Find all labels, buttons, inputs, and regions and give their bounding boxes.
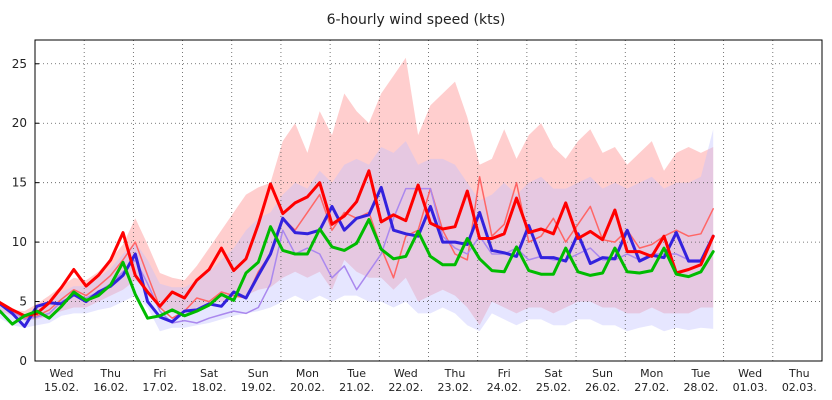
series-line-4 bbox=[0, 169, 715, 318]
x-tick-day: Wed bbox=[738, 367, 762, 380]
series-line-5 bbox=[0, 218, 715, 326]
x-tick-date: 22.02. bbox=[388, 381, 423, 394]
x-tick-date: 24.02. bbox=[487, 381, 522, 394]
x-tick-day: Mon bbox=[296, 367, 319, 380]
x-tick-day: Tue bbox=[346, 367, 366, 380]
x-tick-date: 16.02. bbox=[93, 381, 128, 394]
x-tick-day: Fri bbox=[153, 367, 166, 380]
x-tick-date: 19.02. bbox=[241, 381, 276, 394]
x-tick-day: Sat bbox=[200, 367, 219, 380]
x-tick-day: Sat bbox=[544, 367, 563, 380]
grid-lines bbox=[35, 40, 822, 361]
x-tick-day: Wed bbox=[50, 367, 74, 380]
x-tick-date: 23.02. bbox=[438, 381, 473, 394]
ensemble-band-2 bbox=[0, 129, 714, 332]
series-lines bbox=[0, 169, 715, 328]
x-tick-day: Mon bbox=[640, 367, 663, 380]
y-tick-label: 15 bbox=[12, 176, 27, 190]
x-tick-date: 21.02. bbox=[339, 381, 374, 394]
x-tick-day: Thu bbox=[788, 367, 810, 380]
x-tick-date: 18.02. bbox=[192, 381, 227, 394]
x-tick-date: 27.02. bbox=[634, 381, 669, 394]
x-axis-ticks: Wed15.02.Thu16.02.Fri17.02.Sat18.02.Sun1… bbox=[44, 367, 817, 394]
series-line-1 bbox=[0, 175, 714, 319]
x-tick-day: Sun bbox=[592, 367, 613, 380]
x-tick-day: Fri bbox=[498, 367, 511, 380]
x-tick-date: 28.02. bbox=[683, 381, 718, 394]
series-line-3 bbox=[0, 185, 715, 328]
plot-frame bbox=[34, 39, 823, 362]
chart-title: 6-hourly wind speed (kts) bbox=[327, 12, 506, 28]
x-tick-date: 26.02. bbox=[585, 381, 620, 394]
x-tick-date: 15.02. bbox=[44, 381, 79, 394]
x-tick-day: Sun bbox=[248, 367, 269, 380]
y-tick-label: 20 bbox=[12, 116, 27, 130]
y-tick-label: 10 bbox=[12, 235, 27, 249]
x-tick-date: 20.02. bbox=[290, 381, 325, 394]
x-tick-date: 01.03. bbox=[733, 381, 768, 394]
x-tick-date: 25.02. bbox=[536, 381, 571, 394]
y-axis-ticks: 0 5 10 15 20 25 bbox=[12, 57, 39, 368]
x-tick-day: Thu bbox=[444, 367, 466, 380]
x-tick-date: 17.02. bbox=[142, 381, 177, 394]
y-tick-label: 5 bbox=[19, 295, 27, 309]
x-tick-day: Wed bbox=[394, 367, 418, 380]
y-tick-label: 0 bbox=[19, 354, 27, 368]
x-tick-day: Tue bbox=[691, 367, 711, 380]
x-tick-day: Thu bbox=[99, 367, 121, 380]
y-tick-label: 25 bbox=[12, 57, 27, 71]
x-tick-date: 02.03. bbox=[782, 381, 817, 394]
